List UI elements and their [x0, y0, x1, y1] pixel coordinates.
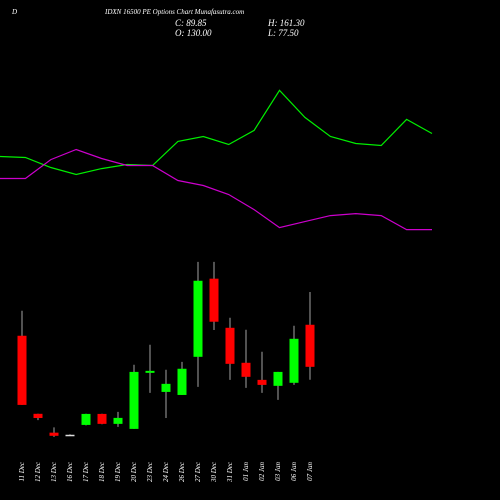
low-stat: L: 77.50 — [267, 28, 299, 38]
candle-body — [289, 338, 299, 383]
candle-body — [65, 434, 75, 437]
x-tick-label: 20 Dec — [130, 461, 138, 482]
x-tick-label: 24 Dec — [162, 461, 170, 482]
x-tick-label: 12 Dec — [34, 461, 42, 482]
candle-body — [305, 324, 315, 367]
x-tick-label: 31 Dec — [226, 461, 234, 483]
indicator-line — [0, 89, 433, 176]
x-tick-label: 01 Jan — [242, 462, 250, 481]
candle-body — [129, 371, 139, 429]
candle-body — [225, 327, 235, 364]
open-stat: O: 130.00 — [175, 28, 212, 38]
x-tick-label: 26 Dec — [178, 461, 186, 482]
x-tick-label: 19 Dec — [114, 461, 122, 482]
candle-body — [49, 432, 59, 436]
x-tick-label: 11 Dec — [18, 461, 26, 481]
high-stat: H: 161.30 — [267, 18, 305, 28]
x-tick-label: 27 Dec — [194, 461, 202, 482]
candle-body — [273, 371, 283, 386]
candle-body — [241, 362, 251, 377]
candle-body — [177, 368, 187, 395]
candle-body — [33, 413, 43, 418]
x-tick-label: 23 Dec — [146, 461, 154, 482]
x-tick-label: 16 Dec — [66, 461, 74, 482]
candle-body — [145, 370, 155, 373]
x-tick-label: 02 Jan — [258, 462, 266, 481]
x-tick-label: 18 Dec — [98, 461, 106, 482]
candle-body — [113, 417, 123, 424]
candle-body — [81, 413, 91, 425]
candle-body — [257, 379, 267, 385]
x-tick-label: 30 Dec — [210, 461, 218, 483]
candle-body — [209, 278, 219, 322]
x-tick-label: 13 Dec — [50, 461, 58, 482]
x-tick-label: 07 Jan — [306, 462, 314, 481]
x-tick-label: 17 Dec — [82, 461, 90, 482]
close-stat: C: 89.85 — [175, 18, 207, 28]
candle-body — [17, 335, 27, 405]
x-tick-label: 03 Jan — [274, 462, 282, 481]
candle-body — [97, 413, 107, 424]
indicator-line — [0, 148, 432, 231]
logo: D — [11, 8, 17, 16]
x-tick-label: 06 Jan — [290, 462, 298, 481]
chart-title: IDXN 16500 PE Options Chart Munafasutra.… — [104, 8, 244, 16]
candle-body — [161, 383, 171, 392]
candle-body — [193, 280, 203, 357]
